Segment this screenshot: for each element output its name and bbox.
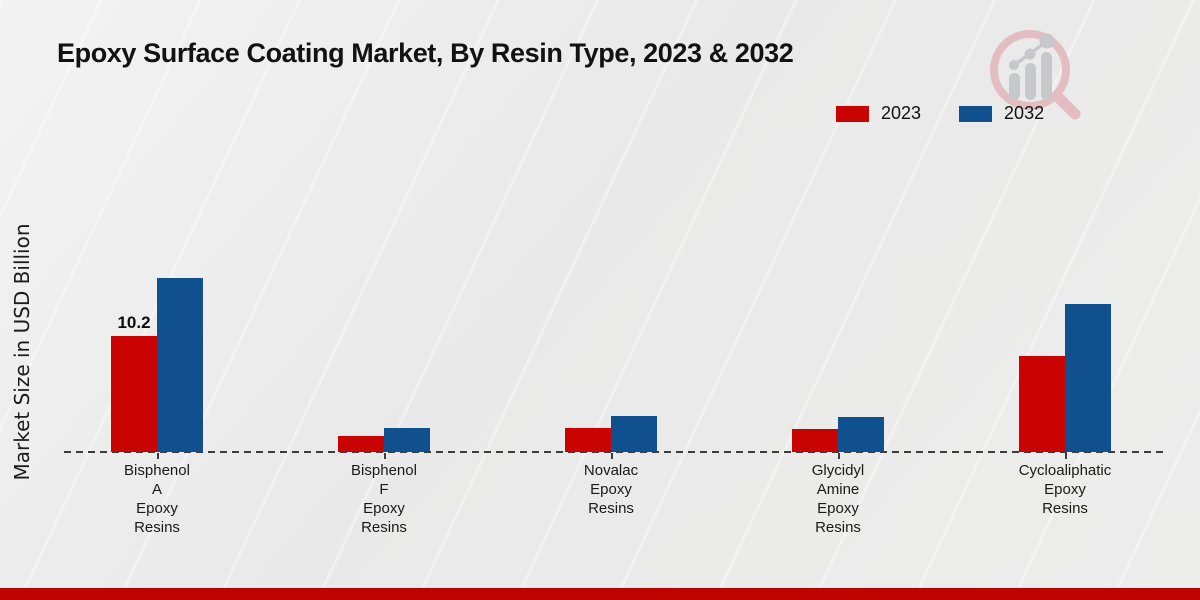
bar-2032-glycidyl-amine-epoxy-resins	[838, 417, 884, 452]
bar-value-label: 10.2	[117, 313, 151, 332]
bar-2032-bisphenol-f-epoxy-resins	[384, 428, 430, 452]
category-label: Cycloaliphatic Epoxy Resins	[1018, 462, 1112, 517]
x-axis-tick	[384, 453, 386, 459]
x-axis-tick	[838, 453, 840, 459]
magnifier-bar-chart-logo-icon	[990, 30, 1081, 120]
bar-2023-novalac-epoxy-resins	[565, 428, 611, 452]
x-axis-tick	[157, 453, 159, 459]
category-label: Glycidyl Amine Epoxy Resins	[811, 462, 865, 536]
bar-2023-bisphenol-a-epoxy-resins	[111, 336, 157, 452]
legend-item-2032: 2032	[959, 103, 1044, 124]
bar-2023-glycidyl-amine-epoxy-resins	[792, 429, 838, 452]
legend-label-2032: 2032	[1004, 103, 1045, 123]
legend-swatch-2023	[836, 105, 869, 122]
chart-title: Epoxy Surface Coating Market, By Resin T…	[57, 38, 794, 68]
legend-swatch-2032	[959, 105, 993, 122]
category-label: Bisphenol A Epoxy Resins	[124, 462, 190, 536]
category-label: Novalac Epoxy Resins	[583, 462, 639, 517]
x-axis-baseline	[64, 451, 1163, 453]
bar-2023-bisphenol-f-epoxy-resins	[338, 436, 384, 452]
footer-accent-strip	[0, 588, 1200, 600]
bar-2032-novalac-epoxy-resins	[611, 416, 657, 452]
bar-2032-cycloaliphatic-epoxy-resins	[1065, 304, 1111, 452]
category-label: Bisphenol F Epoxy Resins	[351, 462, 417, 536]
legend-item-2023: 2023	[836, 103, 921, 124]
x-axis-tick	[1065, 453, 1067, 459]
legend: 2023 2032	[836, 103, 1044, 124]
legend-label-2023: 2023	[881, 103, 922, 123]
bar-2023-cycloaliphatic-epoxy-resins	[1019, 356, 1065, 452]
x-axis-tick	[611, 453, 613, 459]
bar-2032-bisphenol-a-epoxy-resins	[157, 278, 203, 452]
